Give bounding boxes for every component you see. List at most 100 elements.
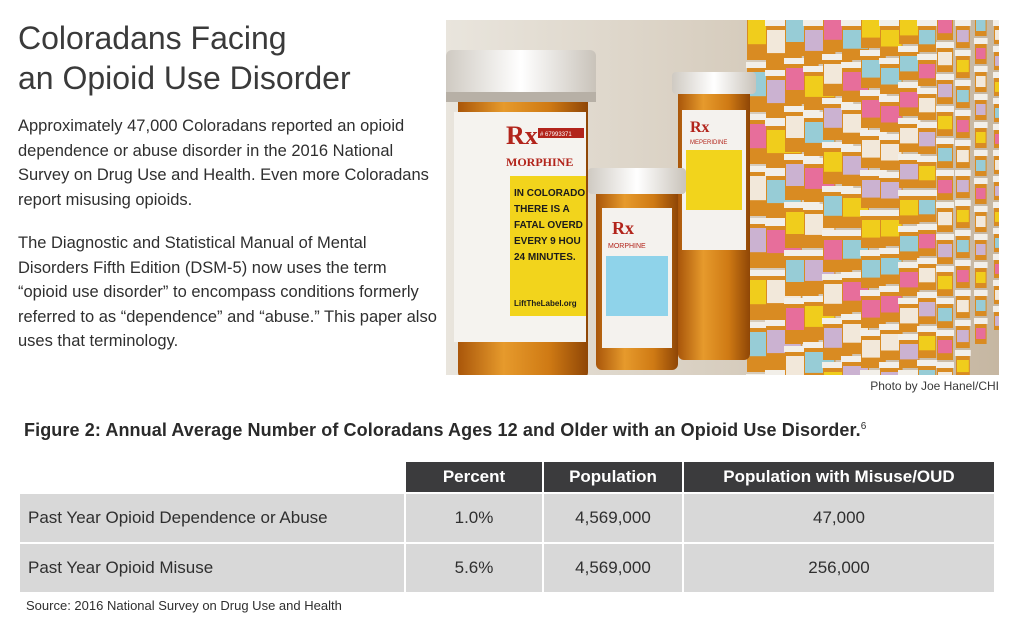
background-bottle-cap (765, 220, 803, 226)
background-bottle-cap (993, 98, 999, 104)
background-bottle-label (957, 150, 969, 163)
background-bottle-cap (993, 306, 999, 312)
background-bottle-cap (955, 260, 971, 266)
background-bottle-cap (936, 170, 954, 176)
background-bottle-cap (841, 20, 870, 26)
background-bottle-cap (765, 70, 803, 76)
background-bottle-cap (955, 50, 971, 56)
background-bottle-cap (974, 206, 988, 212)
bottle-mid-right: Rx MEPERIDINE (672, 72, 756, 360)
table-row: Past Year Opioid Dependence or Abuse 1.0… (20, 492, 994, 542)
background-bottle-label (957, 90, 969, 103)
background-bottle-label (900, 272, 919, 288)
background-bottle-label (900, 92, 919, 108)
column-header-percent: Percent (404, 462, 542, 492)
background-bottle-cap (879, 286, 904, 292)
rx-code: # 67993371 (540, 132, 572, 138)
background-bottle-cap (860, 290, 887, 296)
background-bottle-cap (955, 140, 971, 146)
background-bottle-cap (765, 270, 803, 276)
background-bottle-cap (803, 158, 837, 164)
background-bottle-label (900, 236, 919, 252)
background-bottle-cap (936, 330, 954, 336)
background-bottle-cap (898, 154, 921, 160)
background-bottle-label (976, 132, 986, 143)
background-bottle-cap (974, 290, 988, 296)
background-bottle-label (957, 300, 969, 313)
cell-percent: 5.6% (404, 542, 542, 592)
background-bottle-cap (898, 82, 921, 88)
row-label: Past Year Opioid Misuse (20, 542, 404, 592)
background-bottle-label (976, 216, 986, 227)
background-bottle-label (976, 328, 986, 339)
background-bottle-label (919, 370, 936, 375)
background-bottle-cap (822, 98, 854, 104)
background-bottle-label (938, 308, 952, 322)
background-bottle-label (957, 60, 969, 73)
background-bottle-label (919, 132, 936, 147)
background-bottle-cap (917, 122, 938, 128)
background-bottle-cap (784, 106, 820, 112)
background-bottle-label (938, 180, 952, 194)
background-bottle-cap (860, 50, 887, 56)
bottle-front-small: Rx MORPHINE (588, 168, 686, 370)
background-bottle-cap (841, 314, 870, 320)
svg-text:Rx: Rx (612, 218, 634, 238)
background-bottle-cap (803, 342, 837, 348)
background-bottle-cap (955, 200, 971, 206)
svg-text:24 MINUTES.: 24 MINUTES. (514, 252, 576, 263)
background-bottle-cap (917, 258, 938, 264)
background-bottle-cap (917, 326, 938, 332)
background-bottle-cap (822, 142, 854, 148)
background-bottle-cap (784, 298, 820, 304)
cell-misuse: 47,000 (682, 492, 994, 542)
svg-text:EVERY 9 HOU: EVERY 9 HOU (514, 236, 581, 247)
background-bottle-label (957, 180, 969, 193)
background-bottle-label (976, 188, 986, 199)
background-bottle-cap (936, 202, 954, 208)
background-bottle-cap (841, 146, 870, 152)
background-bottle-cap (917, 360, 938, 366)
background-bottle-label (957, 270, 969, 283)
background-bottle-label (938, 244, 952, 258)
background-bottle-cap (860, 90, 887, 96)
background-bottle-cap (879, 248, 904, 254)
background-bottle-label (938, 372, 952, 375)
page-title: Coloradans Facing an Opioid Use Disorder (18, 18, 438, 98)
background-bottle-label (976, 272, 986, 283)
background-bottle-cap (803, 66, 837, 72)
background-bottle (937, 368, 953, 375)
background-bottle-cap (879, 362, 904, 368)
background-bottle-label (976, 48, 986, 59)
cell-percent: 1.0% (404, 492, 542, 542)
background-bottle-cap (765, 170, 803, 176)
background-bottle-label (900, 200, 919, 216)
background-bottle-cap (860, 370, 887, 375)
background-bottle-label (900, 344, 919, 360)
background-bottle-cap (993, 254, 999, 260)
background-bottle-label (881, 30, 902, 47)
background-bottle-label (881, 68, 902, 85)
background-bottle-cap (803, 204, 837, 210)
background-bottle-cap (765, 120, 803, 126)
background-bottle-cap (955, 110, 971, 116)
background-bottle-label (976, 104, 986, 115)
background-bottle-cap (860, 330, 887, 336)
svg-text:MORPHINE: MORPHINE (608, 243, 646, 250)
background-bottle-label (919, 30, 936, 45)
cell-population: 4,569,000 (542, 542, 682, 592)
background-bottle-cap (993, 176, 999, 182)
background-bottle-cap (784, 58, 820, 64)
background-bottle-cap (974, 262, 988, 268)
background-bottle-cap (936, 106, 954, 112)
background-bottle-cap (898, 118, 921, 124)
background-bottle-cap (917, 292, 938, 298)
background-bottle-label (862, 100, 885, 118)
background-bottle-label (957, 210, 969, 223)
background-bottle-cap (993, 228, 999, 234)
background-bottle-cap (955, 350, 971, 356)
background-bottle-cap (803, 250, 837, 256)
background-bottle-cap (955, 230, 971, 236)
background-bottle-label (957, 30, 969, 43)
title-line-2: an Opioid Use Disorder (18, 60, 351, 96)
